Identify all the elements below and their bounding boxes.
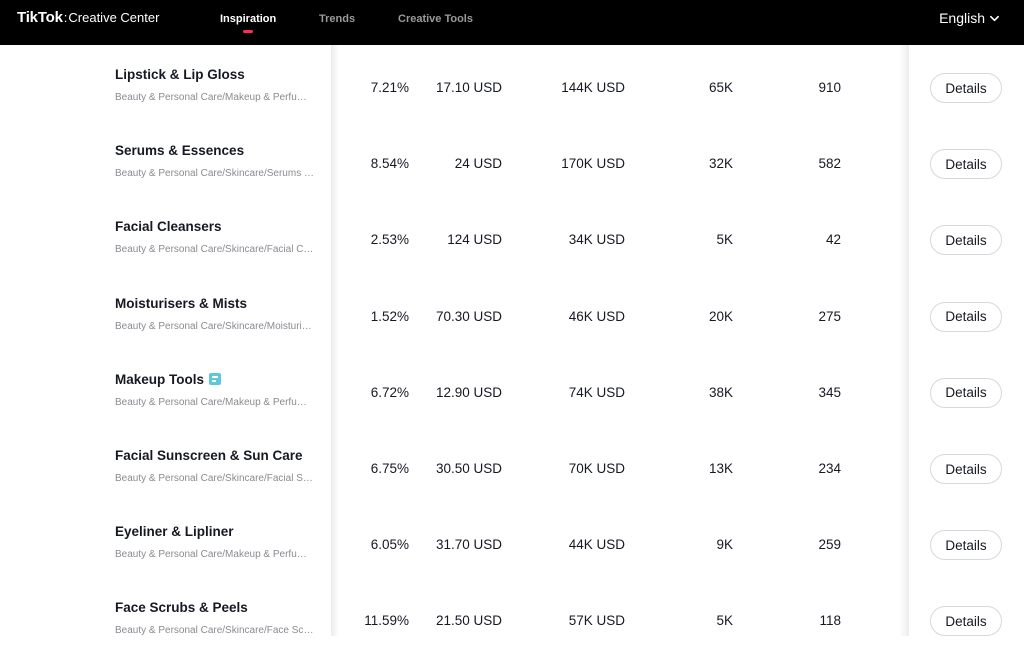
metric-count: 5K — [716, 232, 733, 248]
metric-percentage: 6.75% — [370, 461, 409, 476]
category-path: Beauty & Personal Care/Skincare/Facial C… — [115, 244, 315, 256]
metric-count: 20K — [708, 308, 733, 324]
metric-avg-price: 124 USD — [447, 232, 502, 248]
category-path: Beauty & Personal Care/Skincare/Serums &… — [115, 168, 315, 180]
metric-revenue: 57K USD — [568, 613, 625, 629]
metric-number: 582 — [818, 156, 841, 172]
category-name: Serums & Essences — [115, 143, 244, 158]
metric-avg-price: 17.10 USD — [435, 80, 502, 95]
metric-number: 259 — [818, 537, 841, 553]
category-name-text: Serums & Essences — [115, 143, 245, 159]
metric-percentage: 6.05% — [370, 537, 409, 553]
category-name: Face Scrubs & Peels — [115, 600, 248, 615]
table-row: Face Scrubs & Peels Beauty & Personal Car… — [0, 578, 1024, 654]
category-name-text: Eyeliner & Lipliner — [115, 524, 234, 540]
metric-revenue: 34K USD — [568, 232, 625, 248]
category-name: Makeup Tools — [115, 371, 222, 387]
metric-number: 345 — [818, 384, 841, 400]
category-name-text: Makeup Tools — [115, 371, 205, 387]
details-button[interactable]: Details — [930, 73, 1002, 103]
table-row: Makeup Tools Beauty & Personal Care/Makeu… — [0, 350, 1024, 426]
metric-avg-price: 21.50 USD — [435, 613, 502, 629]
metric-revenue: 144K USD — [561, 80, 625, 95]
category-name-text: Facial Cleansers — [115, 219, 222, 235]
category-name-text: Face Scrubs & Peels — [115, 600, 248, 616]
table-row: Moisturisers & Mists Beauty & Personal Ca… — [0, 274, 1024, 350]
category-path: Beauty & Personal Care/Skincare/Facial S… — [115, 473, 315, 484]
category-path: Beauty & Personal Care/Skincare/Moisturi… — [115, 320, 315, 332]
table-row: Facial Sunscreen & Sun Care Beauty & Pers… — [0, 426, 1024, 502]
category-name-text: Lipstick & Lip Gloss — [115, 67, 245, 82]
metric-revenue: 44K USD — [568, 537, 625, 553]
details-button[interactable]: Details — [930, 225, 1002, 256]
chevron-down-icon — [990, 15, 999, 21]
table-row: Facial Cleansers Beauty & Personal Care/S… — [0, 197, 1024, 273]
metric-number: 118 — [819, 613, 841, 629]
category-name: Facial Cleansers — [115, 219, 222, 234]
details-button[interactable]: Details — [930, 454, 1002, 484]
category-path: Beauty & Personal Care/Makeup & Perfume/… — [115, 92, 315, 103]
metric-revenue: 170K USD — [561, 156, 625, 172]
metric-count: 5K — [716, 613, 733, 629]
nav-trends[interactable]: Trends — [319, 13, 356, 25]
metric-revenue: 46K USD — [568, 308, 625, 324]
details-button[interactable]: Details — [930, 530, 1002, 561]
category-name: Facial Sunscreen & Sun Care — [115, 448, 303, 463]
table-row: Eyeliner & Lipliner Beauty & Personal Car… — [0, 502, 1024, 578]
category-name-text: Facial Sunscreen & Sun Care — [115, 448, 303, 463]
details-button[interactable]: Details — [930, 149, 1002, 180]
metric-number: 42 — [825, 232, 841, 248]
details-button[interactable]: Details — [930, 301, 1002, 332]
top-navigation-bar: TikTok : Creative Center Inspiration Tre… — [0, 0, 1024, 45]
logo-tiktok: TikTok — [17, 9, 63, 26]
metric-number: 910 — [818, 80, 841, 95]
language-label: English — [939, 10, 985, 26]
metric-count: 9K — [716, 537, 733, 553]
metric-avg-price: 12.90 USD — [435, 384, 502, 400]
metric-avg-price: 31.70 USD — [435, 537, 502, 553]
category-name: Moisturisers & Mists — [115, 296, 247, 311]
category-path: Beauty & Personal Care/Makeup & Perfume/… — [115, 549, 315, 561]
metric-percentage: 7.21% — [370, 80, 409, 95]
nav-inspiration[interactable]: Inspiration — [220, 13, 277, 25]
sticky-column-shadow-left — [331, 45, 339, 636]
logo-separator: : — [63, 10, 68, 25]
logo-creative-center: Creative Center — [68, 10, 160, 25]
metric-revenue: 70K USD — [568, 461, 625, 476]
metric-percentage: 2.53% — [370, 232, 409, 248]
metric-count: 32K — [708, 156, 733, 172]
category-name: Lipstick & Lip Gloss — [115, 67, 245, 82]
metric-number: 234 — [818, 461, 841, 476]
category-name-text: Moisturisers & Mists — [115, 295, 248, 311]
category-name: Eyeliner & Lipliner — [115, 524, 234, 539]
nav-creative-tools[interactable]: Creative Tools — [398, 13, 473, 25]
table-row: Lipstick & Lip Gloss Beauty & Personal Ca… — [0, 45, 1024, 121]
metric-avg-price: 70.30 USD — [435, 308, 502, 324]
metric-revenue: 74K USD — [568, 384, 625, 400]
metric-count: 65K — [708, 80, 733, 95]
metric-count: 38K — [708, 384, 733, 400]
metric-percentage: 11.59% — [364, 613, 409, 629]
details-button[interactable]: Details — [930, 377, 1002, 408]
sticky-column-shadow-right — [899, 45, 909, 636]
metric-percentage: 8.54% — [370, 156, 409, 172]
metric-percentage: 6.72% — [370, 384, 409, 400]
product-category-table: Lipstick & Lip Gloss Beauty & Personal Ca… — [0, 45, 1024, 637]
metric-avg-price: 24 USD — [454, 156, 502, 172]
metric-percentage: 1.52% — [370, 308, 409, 324]
metric-number: 275 — [818, 308, 841, 324]
table-row: Serums & Essences Beauty & Personal Care/… — [0, 121, 1024, 197]
metric-avg-price: 30.50 USD — [435, 461, 502, 476]
category-path: Beauty & Personal Care/Skincare/Face Scr… — [115, 625, 315, 637]
language-selector[interactable]: English — [939, 10, 1000, 26]
active-nav-indicator — [243, 30, 253, 33]
details-button[interactable]: Details — [930, 606, 1002, 637]
category-path: Beauty & Personal Care/Makeup & Perfume/… — [115, 396, 315, 408]
metric-count: 13K — [708, 461, 733, 476]
tiktok-creative-center-logo[interactable]: TikTok : Creative Center — [17, 9, 159, 26]
info-badge-icon — [209, 373, 222, 386]
